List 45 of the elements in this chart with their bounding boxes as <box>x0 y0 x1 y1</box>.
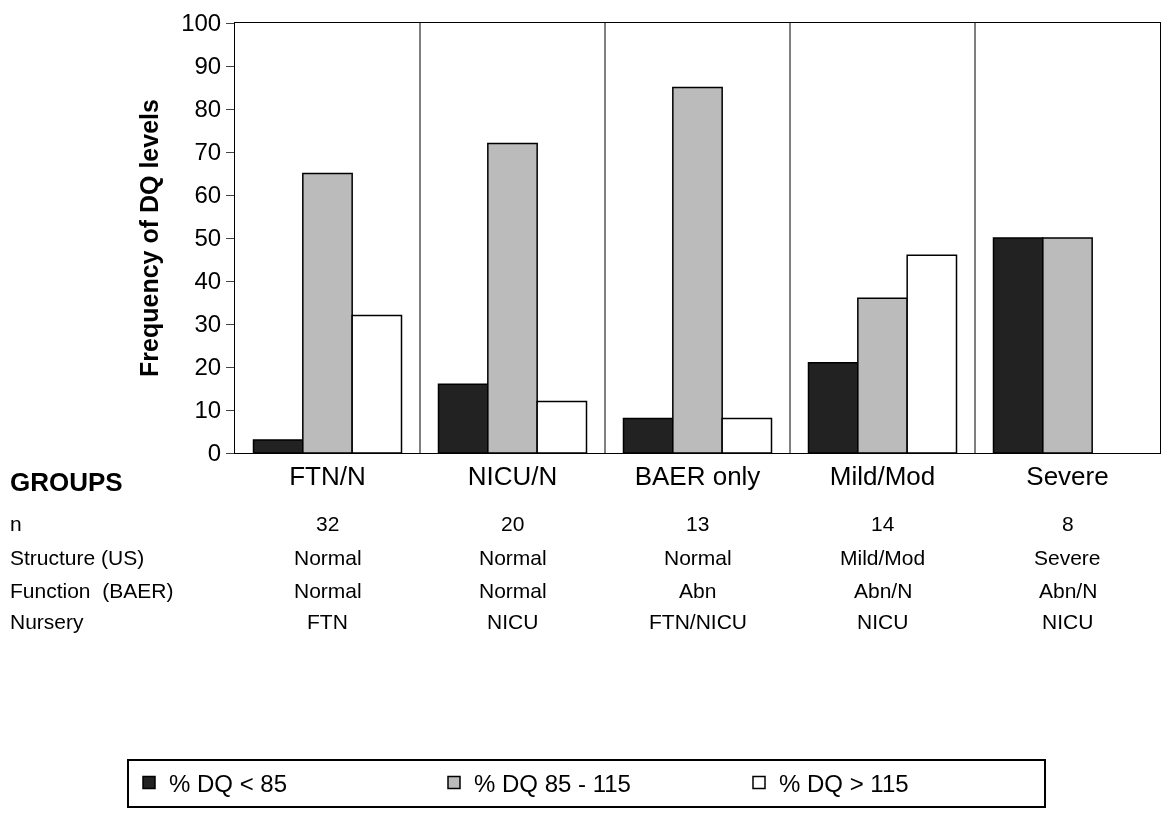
text: Nursery <box>10 610 85 633</box>
y-tick-label: 20 <box>194 353 222 381</box>
x-tick-label: Mild/Mod <box>829 461 936 492</box>
x-tick-label: FTN/N <box>289 461 366 492</box>
text: Abn <box>679 579 717 602</box>
text: Mild/Mod <box>840 546 926 569</box>
text: NICU <box>487 610 539 633</box>
text: 32 <box>316 512 340 535</box>
text: Function (BAER) <box>10 579 174 602</box>
text: 8 <box>1062 512 1074 535</box>
text: Abn/N <box>854 579 913 602</box>
text: NICU <box>1042 610 1094 633</box>
text: 14 <box>871 512 895 535</box>
text: Abn/N <box>1039 579 1098 602</box>
y-tick-label: 70 <box>194 138 222 166</box>
text: 20 <box>501 512 525 535</box>
text: Normal <box>294 579 362 602</box>
y-tick-label: 50 <box>194 224 222 252</box>
text: Normal <box>479 546 547 569</box>
y-tick-label: 100 <box>181 9 222 37</box>
y-tick-label: 10 <box>194 396 222 424</box>
legend-label: % DQ < 85 <box>169 769 288 797</box>
text: Normal <box>479 579 547 602</box>
text: Normal <box>664 546 732 569</box>
text: FTN <box>307 610 348 633</box>
x-tick-label: Severe <box>1026 461 1109 492</box>
y-tick-label: 0 <box>207 439 222 467</box>
legend-label: % DQ 85 - 115 <box>474 769 631 797</box>
y-tick-label: 30 <box>194 310 222 338</box>
text: FTN/NICU <box>649 610 747 633</box>
text: Structure (US) <box>10 546 145 569</box>
text: Normal <box>294 546 362 569</box>
y-tick-label: 40 <box>194 267 222 295</box>
text: n <box>10 512 22 535</box>
y-axis-title: Frequency of DQ levels <box>134 99 163 377</box>
text: 13 <box>686 512 710 535</box>
x-axis-title: GROUPS <box>10 467 123 497</box>
x-tick-label: NICU/N <box>467 461 558 492</box>
x-tick-label: BAER only <box>634 461 761 492</box>
y-tick-label: 60 <box>194 181 222 209</box>
legend-label: % DQ > 115 <box>779 769 909 797</box>
y-tick-label: 80 <box>194 95 222 123</box>
y-tick-label: 90 <box>194 52 222 80</box>
text: NICU <box>857 610 909 633</box>
text: Severe <box>1034 546 1101 569</box>
